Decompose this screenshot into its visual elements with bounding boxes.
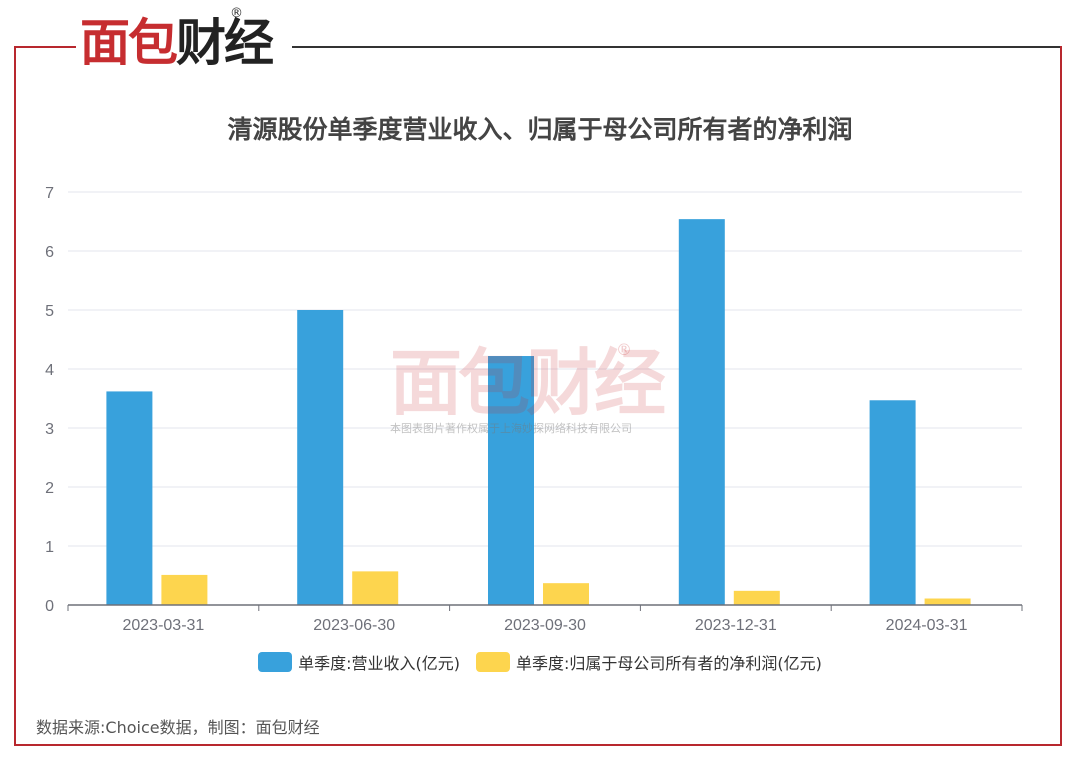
bar-profit xyxy=(161,574,208,605)
chart-title: 清源股份单季度营业收入、归属于母公司所有者的净利润 xyxy=(227,115,853,144)
x-tick-label: 2023-03-31 xyxy=(122,617,204,634)
y-tick-label: 2 xyxy=(45,480,54,497)
bar-revenue xyxy=(869,400,916,605)
legend-label-revenue: 单季度:营业收入(亿元) xyxy=(298,654,460,673)
chart-frame xyxy=(14,46,1062,746)
registered-mark: ® xyxy=(230,6,243,21)
legend-swatch-profit xyxy=(476,652,510,672)
bar-revenue xyxy=(678,219,725,605)
y-tick-label: 4 xyxy=(45,362,54,379)
y-tick-label: 1 xyxy=(45,539,54,556)
y-tick-label: 5 xyxy=(45,303,54,320)
bar-profit xyxy=(924,598,971,605)
logo-black-text: 财经 xyxy=(176,14,274,72)
legend-item-profit[interactable]: 单季度:归属于母公司所有者的净利润(亿元) xyxy=(476,650,822,674)
bar-revenue xyxy=(297,310,344,605)
x-tick-label: 2023-09-30 xyxy=(504,617,586,634)
x-tick-label: 2024-03-31 xyxy=(886,617,968,634)
bar-profit xyxy=(733,590,780,605)
bar-revenue xyxy=(488,356,534,605)
frame-top-line-red xyxy=(14,46,76,48)
frame-top-line xyxy=(292,46,1062,48)
logo-red-text: 面包 xyxy=(80,14,178,72)
source-note: 数据来源:Choice数据，制图：面包财经 xyxy=(36,718,320,737)
legend-label-profit: 单季度:归属于母公司所有者的净利润(亿元) xyxy=(516,654,822,673)
brand-logo: 面包财经 ® xyxy=(80,6,286,78)
bar-profit xyxy=(543,583,589,605)
chart-legend: 单季度:营业收入(亿元) 单季度:归属于母公司所有者的净利润(亿元) xyxy=(0,650,1080,674)
legend-item-revenue[interactable]: 单季度:营业收入(亿元) xyxy=(258,650,460,674)
x-tick-label: 2023-12-31 xyxy=(695,617,777,634)
bar-revenue xyxy=(106,391,153,605)
legend-swatch-revenue xyxy=(258,652,293,672)
y-tick-label: 6 xyxy=(45,244,54,261)
bar-profit xyxy=(352,571,399,605)
y-tick-label: 7 xyxy=(45,185,54,202)
y-tick-label: 0 xyxy=(45,598,54,615)
y-tick-label: 3 xyxy=(45,421,54,438)
x-tick-label: 2023-06-30 xyxy=(313,617,395,634)
